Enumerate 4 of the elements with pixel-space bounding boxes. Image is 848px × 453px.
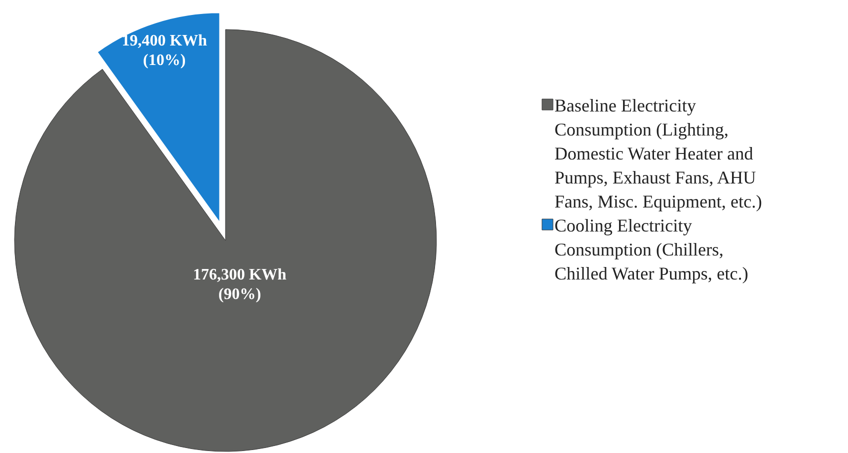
legend-label: Baseline Electricity Consumption (Lighting, Domestic Water Heater and Pumps, Exhaust Fans, AHU Fans, Misc. Equipment, etc.) xyxy=(554,96,762,212)
data-label: 19,400 KWh (10%) xyxy=(122,32,208,69)
data-label: 176,300 KWh (90%) xyxy=(193,266,286,303)
legend-label: Cooling Electricity Consumption (Chillers, Chilled Water Pumps, etc.) xyxy=(554,216,748,284)
